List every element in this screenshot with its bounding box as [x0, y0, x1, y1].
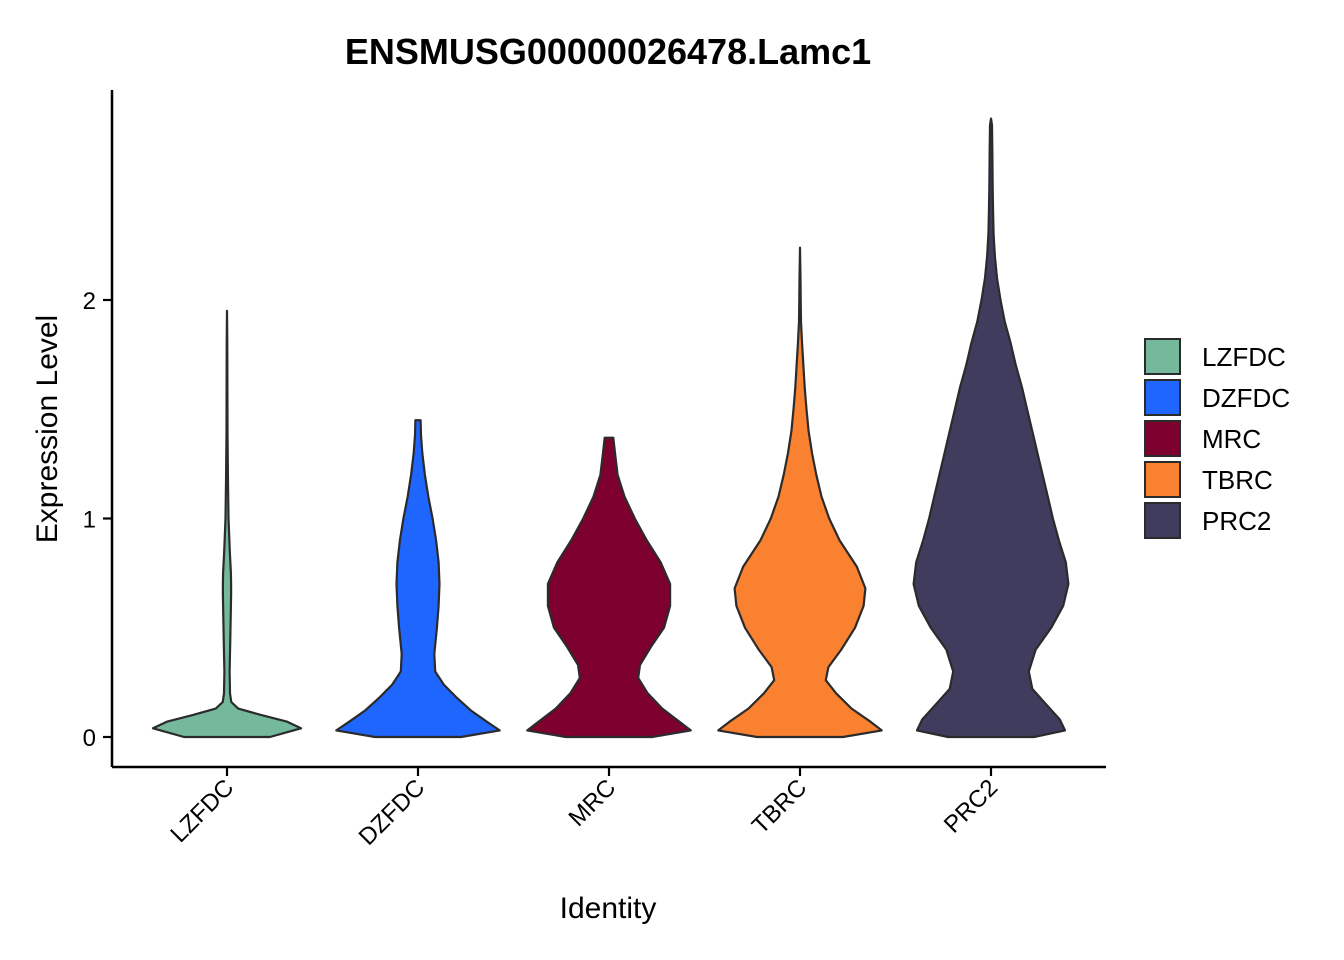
- legend: LZFDC DZFDC MRC TBRC PRC2: [1144, 338, 1290, 539]
- legend-label-prc2: PRC2: [1202, 506, 1271, 536]
- y-tick-label-0: 0: [83, 725, 96, 752]
- x-tick-label-lzfdc: LZFDC: [165, 774, 239, 848]
- x-tick-label-tbrc: TBRC: [747, 774, 812, 839]
- y-tick-label-2: 2: [83, 288, 96, 315]
- legend-key-mrc: [1144, 420, 1181, 457]
- violin-tbrc: [717, 246, 883, 739]
- legend-key-dzfdc: [1144, 379, 1181, 416]
- violin-lzfdc: [151, 309, 303, 739]
- x-tick-label-prc2: PRC2: [939, 774, 1003, 838]
- chart-title: ENSMUSG00000026478.Lamc1: [345, 31, 871, 72]
- legend-label-tbrc: TBRC: [1202, 465, 1273, 495]
- legend-key-prc2: [1144, 502, 1181, 539]
- violin-prc2: [912, 117, 1070, 739]
- legend-label-mrc: MRC: [1202, 424, 1261, 454]
- legend-label-lzfdc: LZFDC: [1202, 342, 1286, 372]
- y-tick-label-1: 1: [83, 507, 96, 534]
- y-axis-title: Expression Level: [31, 315, 64, 543]
- legend-label-dzfdc: DZFDC: [1202, 383, 1290, 413]
- violin-mrc: [526, 436, 692, 739]
- x-axis-title: Identity: [560, 892, 657, 925]
- violin-dzfdc: [335, 419, 501, 739]
- violins: [151, 117, 1070, 739]
- legend-key-tbrc: [1144, 461, 1181, 498]
- x-tick-label-dzfdc: DZFDC: [354, 774, 431, 851]
- legend-key-lzfdc: [1144, 338, 1181, 375]
- x-tick-label-mrc: MRC: [564, 774, 622, 832]
